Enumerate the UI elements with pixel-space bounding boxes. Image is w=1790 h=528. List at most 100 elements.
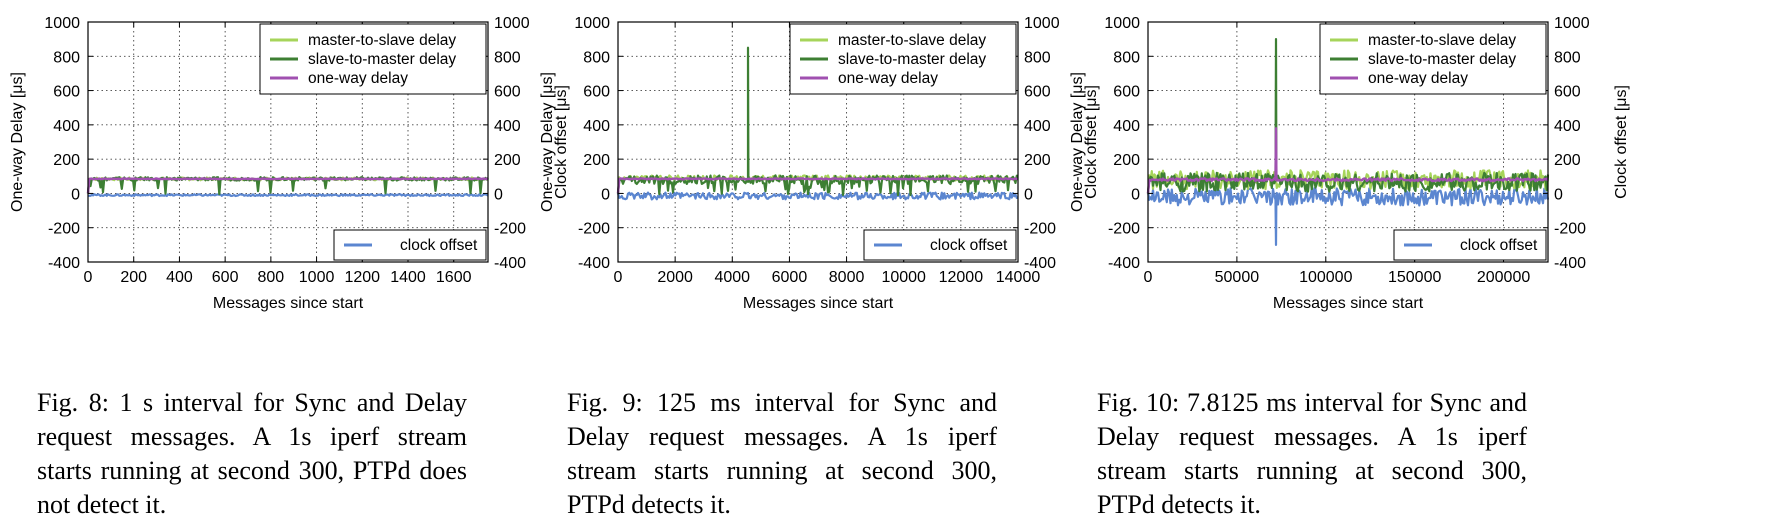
x-tick-label: 800 <box>258 269 285 286</box>
x-tick-label: 1200 <box>344 269 380 286</box>
figure-9: 0 2000 4000 6000 8000 10000 12000 14000 -400 -200… <box>530 0 1110 528</box>
y-tick-label: 400 <box>583 118 610 135</box>
x-tick-label: 10000 <box>881 269 926 286</box>
x-tick-label: 50000 <box>1215 269 1260 286</box>
y-right-tick-label: -400 <box>494 255 526 272</box>
x-tick-label: 1000 <box>299 269 335 286</box>
plot-frame <box>87 21 489 263</box>
y-right-tick-label: -200 <box>1554 221 1586 238</box>
legend-label: one-way delay <box>838 70 938 87</box>
series-line-clock-offset <box>87 193 489 198</box>
y-axis-label-left: One-way Delay [μs] <box>1069 72 1086 212</box>
legend-label: one-way delay <box>1368 70 1468 87</box>
y-tick-label: -400 <box>1108 255 1140 272</box>
series-line-one-way-delay <box>1146 127 1550 194</box>
y-right-tick-label: -200 <box>1024 221 1056 238</box>
y-tick-label: 1000 <box>574 15 610 32</box>
x-tick-label: 1400 <box>390 269 426 286</box>
y-right-tick-label: -200 <box>494 221 526 238</box>
y-right-tick-label: 600 <box>1554 84 1581 101</box>
y-right-tick-label: 200 <box>1554 152 1581 169</box>
x-tick-label: 150000 <box>1388 269 1441 286</box>
y-axis-label-right: Clock offset [μs] <box>1613 85 1630 199</box>
x-tick-label: 6000 <box>772 269 808 286</box>
chart-fig-10: 0 50000 100000 150000 200000 -400 -200 0 200 400 6… <box>1069 15 1630 312</box>
y-right-tick-label: 1000 <box>1024 15 1060 32</box>
y-right-tick-label: 600 <box>1024 84 1051 101</box>
caption-fig-10: Fig. 10: 7.8125 ms interval for Sync and… <box>1097 388 1527 519</box>
y-tick-label: 800 <box>583 49 610 66</box>
series-line-clock-offset <box>616 191 1019 201</box>
y-right-tick-label: 800 <box>1554 49 1581 66</box>
y-tick-label: 0 <box>1131 186 1140 203</box>
legend-label: one-way delay <box>308 70 408 87</box>
y-tick-label: 400 <box>53 118 80 135</box>
series-line-one-way-delay <box>616 177 1019 194</box>
y-tick-label: 200 <box>583 152 610 169</box>
y-tick-label: 200 <box>53 152 80 169</box>
legend-label: master-to-slave delay <box>308 32 456 49</box>
x-tick-label: 200 <box>120 269 147 286</box>
caption-fig-8: Fig. 8: 1 s interval for Sync and Delay … <box>37 388 467 519</box>
figure-8: 0 200 400 600 800 1000 1200 1400 1600 -400 -200 0 20… <box>0 0 580 528</box>
x-tick-label: 2000 <box>657 269 693 286</box>
y-right-tick-label: 200 <box>494 152 521 169</box>
legend-label: clock offset <box>1460 237 1538 254</box>
y-right-tick-label: 800 <box>1024 49 1051 66</box>
legend-label: master-to-slave delay <box>1368 32 1516 49</box>
y-tick-label: -400 <box>578 255 610 272</box>
legend-label: slave-to-master delay <box>308 51 456 68</box>
y-right-tick-label: 0 <box>1024 186 1033 203</box>
y-tick-label: -200 <box>48 221 80 238</box>
x-tick-label: 100000 <box>1299 269 1352 286</box>
y-tick-label: 800 <box>1113 49 1140 66</box>
x-axis-label: Messages since start <box>743 295 894 312</box>
y-tick-label: 800 <box>53 49 80 66</box>
x-tick-label: 200000 <box>1477 269 1530 286</box>
y-right-tick-label: 600 <box>494 84 521 101</box>
x-tick-label: 600 <box>212 269 239 286</box>
y-tick-label: 200 <box>1113 152 1140 169</box>
x-tick-label: 12000 <box>939 269 984 286</box>
x-tick-label: 8000 <box>829 269 865 286</box>
x-axis-label: Messages since start <box>213 295 364 312</box>
y-tick-label: -400 <box>48 255 80 272</box>
y-tick-label: 0 <box>71 186 80 203</box>
y-right-tick-label: 800 <box>494 49 521 66</box>
y-tick-label: 1000 <box>44 15 80 32</box>
y-right-tick-label: 400 <box>494 118 521 135</box>
y-tick-label: 400 <box>1113 118 1140 135</box>
series-line-slave-to-master-delay <box>616 46 1019 197</box>
series-line-slave-to-master-delay <box>1146 38 1550 194</box>
x-tick-label: 1600 <box>436 269 472 286</box>
y-axis-label-left: One-way Delay [μs] <box>9 72 26 212</box>
x-tick-label: 0 <box>84 269 93 286</box>
legend-label: slave-to-master delay <box>1368 51 1516 68</box>
y-right-tick-label: -400 <box>1554 255 1586 272</box>
y-right-tick-label: 400 <box>1554 118 1581 135</box>
y-right-tick-label: 200 <box>1024 152 1051 169</box>
y-tick-label: 600 <box>1113 84 1140 101</box>
legend-label: clock offset <box>930 237 1008 254</box>
y-tick-label: -200 <box>1108 221 1140 238</box>
y-right-tick-label: 400 <box>1024 118 1051 135</box>
y-axis-label-right: Clock offset [μs] <box>553 85 570 199</box>
caption-fig-9: Fig. 9: 125 ms interval for Sync and Del… <box>567 388 997 519</box>
y-right-tick-label: -400 <box>1024 255 1056 272</box>
y-tick-label: 1000 <box>1104 15 1140 32</box>
x-tick-label: 400 <box>166 269 193 286</box>
y-right-tick-label: 0 <box>494 186 503 203</box>
y-tick-label: 0 <box>601 186 610 203</box>
chart-fig-9: 0 2000 4000 6000 8000 10000 12000 14000-400-200… <box>539 15 1100 312</box>
legend-label: clock offset <box>400 237 478 254</box>
plot-frame <box>617 21 1019 263</box>
x-tick-label: 14000 <box>996 269 1041 286</box>
y-axis-label-left: One-way Delay [μs] <box>539 72 556 212</box>
legend-label: master-to-slave delay <box>838 32 986 49</box>
legend-label: slave-to-master delay <box>838 51 986 68</box>
y-tick-label: -200 <box>578 221 610 238</box>
series-line-clock-offset <box>1146 187 1550 246</box>
y-right-tick-label: 1000 <box>1554 15 1590 32</box>
plot-frame <box>1147 21 1549 263</box>
y-right-tick-label: 1000 <box>494 15 530 32</box>
